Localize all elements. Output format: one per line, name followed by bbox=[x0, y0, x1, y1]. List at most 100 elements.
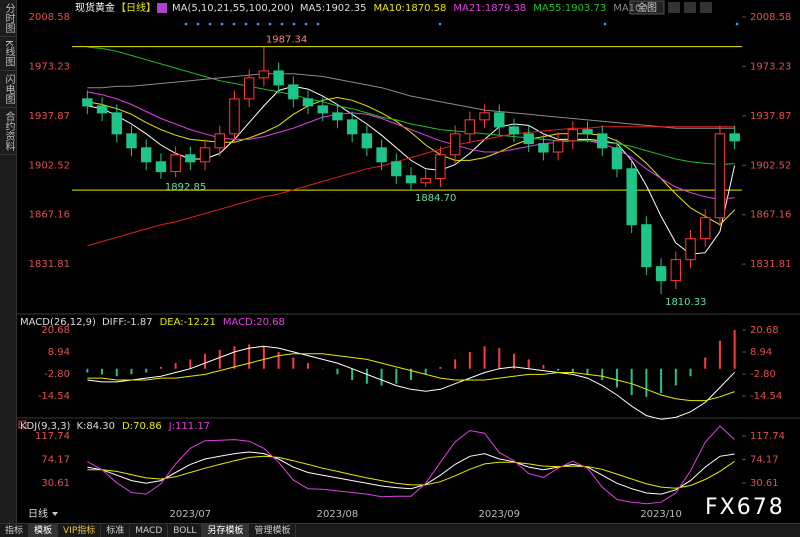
macd-bar bbox=[704, 357, 707, 369]
candle-body bbox=[464, 119, 476, 135]
legend-item: D:70.86 bbox=[122, 421, 162, 432]
low-label: 1810.33 bbox=[665, 297, 706, 308]
tool-icon[interactable] bbox=[684, 2, 696, 13]
background bbox=[16, 0, 800, 523]
full-view-button[interactable] bbox=[629, 0, 665, 15]
y-tick-label: -2.80 bbox=[750, 369, 776, 380]
sidebar-tab[interactable]: 闪电图 bbox=[0, 71, 16, 108]
legend-item: MACD:20.68 bbox=[223, 317, 285, 328]
candle-body bbox=[243, 77, 255, 100]
candle-body bbox=[714, 133, 726, 219]
candle-body bbox=[258, 70, 270, 79]
macd-bar bbox=[395, 368, 398, 384]
candle-body bbox=[597, 133, 608, 149]
candle-body bbox=[405, 175, 417, 184]
sidebar-tab[interactable]: K线图 bbox=[0, 37, 16, 71]
ma-line bbox=[87, 73, 735, 129]
candle-body bbox=[140, 147, 152, 163]
signal-dot bbox=[316, 22, 320, 26]
macd-bar bbox=[218, 350, 221, 369]
macd-bar bbox=[630, 368, 633, 395]
macd-bar bbox=[468, 351, 471, 369]
toolbar-tab[interactable]: VIP指标 bbox=[58, 524, 102, 537]
high-label: 1987.34 bbox=[266, 35, 307, 46]
indicator-icon bbox=[157, 3, 167, 13]
macd-bar bbox=[145, 368, 148, 373]
dropdown-arrow bbox=[52, 512, 58, 516]
y-tick-label: 1902.52 bbox=[29, 160, 70, 171]
period-selector[interactable]: 日线 bbox=[28, 507, 48, 520]
y-tick-label: 1867.16 bbox=[750, 210, 791, 221]
candle-body bbox=[346, 119, 358, 135]
signal-dot bbox=[280, 22, 284, 26]
macd-bar bbox=[174, 363, 177, 369]
signal-dot bbox=[184, 22, 188, 26]
macd-bar bbox=[380, 368, 383, 386]
candle-body bbox=[611, 147, 623, 170]
toolbar-tab[interactable]: 指标 bbox=[0, 524, 30, 537]
candle-body bbox=[376, 147, 387, 163]
legend-item: MA10:1870.58 bbox=[373, 3, 446, 14]
candle-body bbox=[552, 140, 564, 153]
macd-bar bbox=[571, 368, 574, 373]
candle-body bbox=[641, 224, 652, 268]
legend-item: MA55:1903.73 bbox=[533, 3, 606, 14]
legend-title: KDJ(9,3,3) bbox=[20, 421, 71, 432]
macd-bar bbox=[307, 363, 310, 369]
tool-icon[interactable] bbox=[668, 2, 680, 13]
y-tick-label: 74.17 bbox=[41, 454, 70, 465]
toolbar-tab[interactable]: 标准 bbox=[101, 524, 131, 537]
indicator-line bbox=[87, 353, 735, 402]
full-view-label[interactable]: 全图 bbox=[637, 1, 657, 14]
macd-bar bbox=[189, 359, 192, 369]
y-tick-label: 8.94 bbox=[48, 347, 70, 358]
signal-dot bbox=[438, 22, 442, 26]
sidebar: 分时图 K线图 闪电图 合约资料 bbox=[0, 0, 17, 537]
candle-body bbox=[420, 178, 431, 184]
signal-dot bbox=[292, 22, 296, 26]
macd-bar bbox=[233, 346, 236, 369]
signal-dot bbox=[244, 22, 248, 26]
toolbar-tab[interactable]: 模板 bbox=[29, 524, 59, 537]
toolbar-tab[interactable]: 管理模板 bbox=[249, 524, 297, 537]
sidebar-tab[interactable]: 分时图 bbox=[0, 0, 16, 37]
y-tick-label: 117.74 bbox=[750, 431, 785, 442]
macd-bar bbox=[483, 346, 486, 369]
macd-bar bbox=[439, 366, 442, 369]
candle-body bbox=[214, 133, 225, 149]
y-tick-label: 1831.81 bbox=[750, 259, 791, 270]
macd-bar bbox=[115, 368, 118, 377]
sidebar-tab[interactable]: 合约资料 bbox=[0, 108, 16, 155]
candle-body bbox=[96, 105, 108, 114]
macd-bar bbox=[424, 368, 427, 375]
candle-body bbox=[288, 84, 299, 100]
macd-bar bbox=[292, 357, 295, 369]
macd-bar bbox=[601, 368, 604, 380]
toolbar-tab[interactable]: BOLL bbox=[168, 524, 203, 537]
candle-body bbox=[685, 238, 696, 261]
y-tick-label: 2008.58 bbox=[29, 12, 70, 23]
ma-line bbox=[87, 91, 735, 201]
period-label: 【日线】 bbox=[116, 1, 156, 14]
y-tick-label: 1902.52 bbox=[750, 160, 791, 171]
y-tick-label: 1867.16 bbox=[29, 210, 70, 221]
macd-bar bbox=[365, 368, 368, 384]
indicator-line bbox=[87, 455, 735, 489]
ma-line bbox=[87, 96, 735, 226]
ma-line bbox=[87, 46, 735, 166]
watermark: FX678 bbox=[705, 495, 785, 520]
macd-bar bbox=[718, 340, 721, 369]
candle-body bbox=[449, 133, 461, 156]
legend-item: MA5:1902.35 bbox=[300, 3, 367, 14]
signal-dot bbox=[232, 22, 236, 26]
tool-icon[interactable] bbox=[700, 2, 712, 13]
macd-bar bbox=[336, 368, 339, 375]
candle-body bbox=[155, 161, 167, 173]
candle-body bbox=[655, 266, 667, 282]
toolbar-tab[interactable]: 另存模板 bbox=[202, 524, 250, 537]
y-tick-label: 30.61 bbox=[750, 478, 779, 489]
toolbar-tab[interactable]: MACD bbox=[130, 524, 169, 537]
candle-body bbox=[273, 70, 284, 86]
candle-body bbox=[361, 133, 373, 149]
